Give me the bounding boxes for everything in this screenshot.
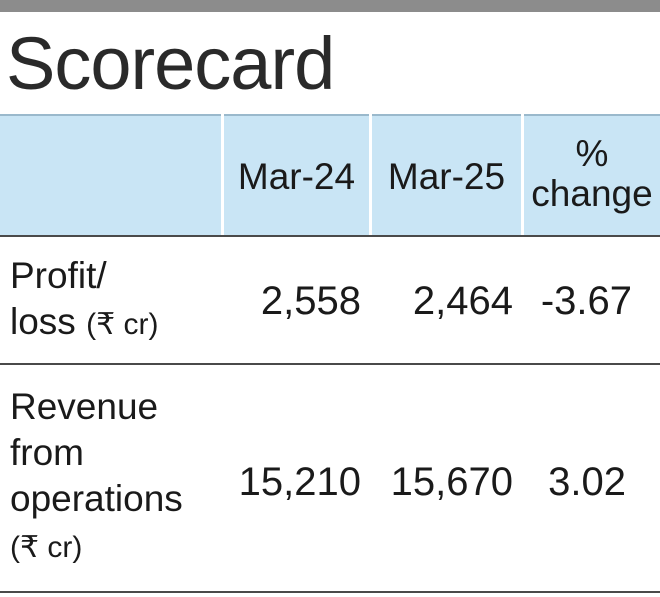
row-label-line: Revenue [10, 386, 159, 427]
column-header-change-line1: % [575, 133, 609, 174]
row-unit: (₹ cr) [10, 531, 83, 564]
column-divider [221, 114, 224, 235]
column-divider [521, 114, 524, 235]
row-label-line: Profit/ [10, 255, 107, 296]
row-rule [0, 591, 660, 593]
chart-title: Scorecard [6, 22, 335, 105]
cell-revenue-mar-25: 15,670 [390, 460, 513, 504]
top-rule [0, 0, 660, 12]
column-divider [369, 114, 372, 235]
column-header-mar-25: Mar-25 [387, 156, 506, 197]
column-header-change: % change [524, 134, 660, 214]
cell-revenue-mar-24: 15,210 [238, 460, 361, 504]
row-label-line: operations [10, 478, 183, 519]
column-header-change-line2: change [531, 173, 653, 214]
row-label-revenue: Revenue from operations (₹ cr) [10, 384, 183, 571]
cell-profit-change: -3.67 [540, 279, 632, 323]
header-band [0, 114, 660, 237]
row-label-text: loss [10, 301, 76, 342]
row-rule [0, 235, 660, 237]
column-header-mar-24: Mar-24 [237, 156, 356, 197]
cell-profit-mar-25: 2,464 [412, 279, 513, 323]
cell-revenue-change: 3.02 [548, 460, 626, 504]
row-rule [0, 363, 660, 365]
row-unit: (₹ cr) [86, 308, 159, 341]
row-label-profit-loss: Profit/ loss (₹ cr) [10, 253, 159, 348]
cell-profit-mar-24: 2,558 [260, 279, 361, 323]
row-label-line: from [10, 432, 84, 473]
row-label-line: (₹ cr) [10, 522, 183, 571]
row-label-line: loss (₹ cr) [10, 299, 159, 348]
